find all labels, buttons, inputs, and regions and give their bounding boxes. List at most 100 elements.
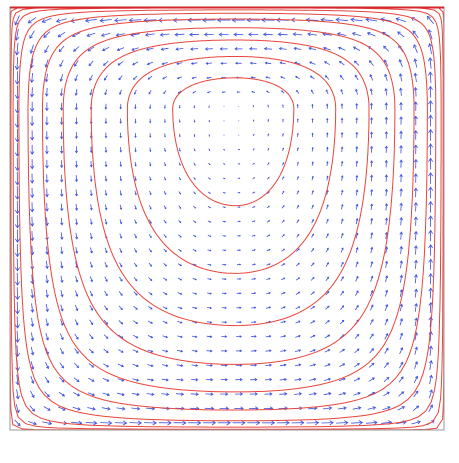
velocity-vector bbox=[149, 205, 152, 210]
velocity-vector bbox=[325, 262, 329, 267]
velocity-vector bbox=[370, 174, 374, 182]
velocity-vector bbox=[324, 349, 331, 353]
velocity-vector bbox=[370, 217, 374, 225]
velocity-vector bbox=[41, 17, 52, 23]
velocity-vector bbox=[279, 61, 286, 65]
velocity-vector bbox=[84, 17, 97, 23]
velocity-vector bbox=[340, 117, 344, 124]
velocity-vector bbox=[44, 376, 50, 384]
velocity-vector bbox=[14, 42, 20, 56]
velocity-vector bbox=[326, 204, 329, 210]
velocity-vector bbox=[236, 263, 242, 266]
velocity-vector bbox=[178, 220, 182, 224]
velocity-vector bbox=[148, 248, 152, 253]
velocity-vector bbox=[338, 46, 346, 51]
velocity-vector bbox=[310, 291, 315, 296]
velocity-vector bbox=[148, 262, 153, 267]
velocity-vector bbox=[163, 263, 167, 267]
velocity-vector bbox=[89, 204, 93, 211]
velocity-vector bbox=[262, 420, 276, 426]
velocity-vector bbox=[14, 215, 20, 229]
velocity-vector bbox=[340, 305, 345, 310]
velocity-vector bbox=[14, 229, 20, 243]
velocity-vector bbox=[311, 204, 314, 210]
velocity-vector bbox=[340, 88, 344, 95]
velocity-vector bbox=[193, 133, 196, 138]
velocity-vector bbox=[310, 320, 316, 324]
velocity-vector bbox=[355, 146, 359, 153]
velocity-vector bbox=[249, 47, 258, 51]
velocity-vector bbox=[399, 361, 404, 369]
velocity-vector bbox=[45, 318, 49, 327]
velocity-vector bbox=[221, 320, 228, 324]
velocity-vector bbox=[102, 46, 110, 52]
velocity-vector bbox=[89, 290, 93, 297]
velocity-vector bbox=[252, 133, 255, 137]
velocity-vector bbox=[370, 188, 374, 196]
velocity-vector bbox=[384, 174, 388, 182]
velocity-vector bbox=[383, 362, 389, 368]
velocity-vector bbox=[193, 105, 196, 109]
velocity-vector bbox=[399, 318, 404, 326]
velocity-vector bbox=[90, 247, 93, 254]
velocity-vector bbox=[162, 335, 169, 339]
velocity-vector bbox=[158, 420, 172, 426]
velocity-vector bbox=[220, 378, 228, 382]
velocity-vector bbox=[413, 230, 418, 241]
velocity-vector bbox=[193, 205, 197, 209]
velocity-vector bbox=[89, 276, 93, 283]
velocity-vector bbox=[60, 304, 64, 312]
velocity-vector bbox=[267, 176, 270, 180]
velocity-vector bbox=[266, 292, 271, 295]
velocity-vector bbox=[382, 406, 391, 411]
velocity-vector bbox=[321, 420, 334, 426]
velocity-vector bbox=[134, 118, 137, 124]
velocity-vector bbox=[74, 146, 78, 154]
velocity-vector bbox=[413, 158, 418, 169]
velocity-vector bbox=[355, 160, 359, 167]
velocity-vector bbox=[44, 391, 50, 398]
velocity-vector bbox=[75, 232, 79, 240]
velocity-vector bbox=[340, 276, 344, 282]
velocity-vector bbox=[45, 159, 49, 169]
velocity-vector bbox=[311, 118, 314, 123]
velocity-vector bbox=[178, 104, 181, 109]
velocity-vector bbox=[104, 305, 108, 311]
velocity-vector bbox=[413, 144, 418, 155]
velocity-vector bbox=[326, 117, 329, 124]
velocity-vector bbox=[60, 261, 64, 269]
velocity-vector bbox=[233, 32, 244, 37]
velocity-vector bbox=[414, 288, 418, 298]
velocity-vector bbox=[399, 347, 404, 355]
velocity-vector bbox=[352, 406, 362, 410]
velocity-vector bbox=[236, 277, 242, 281]
velocity-vector bbox=[149, 118, 152, 124]
velocity-vector bbox=[399, 101, 403, 111]
velocity-vector bbox=[175, 392, 185, 396]
velocity-vector bbox=[89, 161, 93, 168]
velocity-vector bbox=[340, 218, 344, 224]
velocity-vector bbox=[134, 190, 137, 196]
velocity-vector bbox=[355, 131, 359, 138]
velocity-vector bbox=[208, 105, 210, 108]
velocity-vector bbox=[250, 335, 257, 338]
velocity-vector bbox=[193, 176, 196, 181]
velocity-vector bbox=[310, 248, 315, 253]
velocity-vector bbox=[59, 117, 64, 126]
velocity-vector bbox=[311, 175, 314, 181]
velocity-vector bbox=[103, 334, 109, 339]
velocity-vector bbox=[296, 190, 299, 195]
velocity-vector bbox=[100, 32, 111, 37]
velocity-vector bbox=[131, 406, 141, 411]
velocity-vector bbox=[208, 177, 211, 180]
velocity-vector bbox=[188, 420, 202, 426]
velocity-vector bbox=[311, 190, 314, 195]
velocity-vector bbox=[192, 277, 197, 281]
velocity-vector bbox=[311, 132, 314, 138]
velocity-vector bbox=[15, 389, 20, 400]
velocity-vector bbox=[251, 320, 257, 324]
velocity-vector bbox=[267, 147, 270, 151]
velocity-vector bbox=[307, 32, 318, 37]
streamline-5 bbox=[27, 12, 428, 411]
velocity-vector bbox=[149, 190, 152, 196]
